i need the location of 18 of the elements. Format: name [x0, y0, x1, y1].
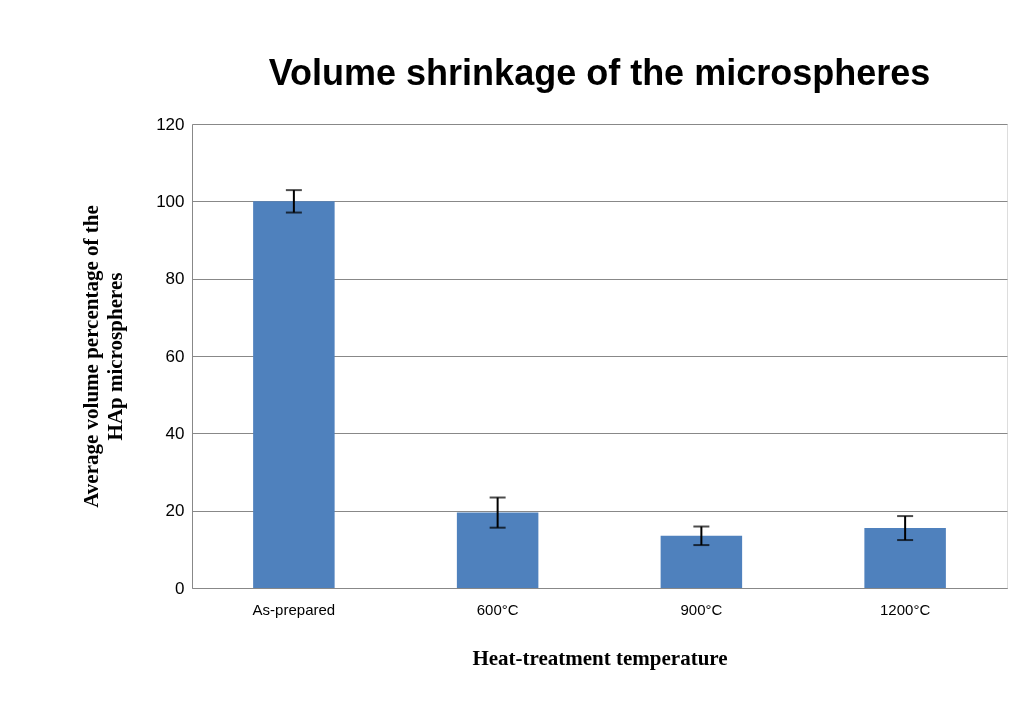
- bar: [456, 512, 539, 588]
- bar: [864, 528, 946, 588]
- x-tick-label: 600°C: [476, 600, 519, 618]
- y-axis-title: Average volume percentage of the HAp microspheres: [79, 205, 128, 508]
- x-axis-title: Heat-treatment temperature: [472, 645, 728, 670]
- x-tick-label: 1200°C: [880, 600, 931, 618]
- chart-title: Volume shrinkage of the microspheres: [268, 52, 931, 93]
- x-tick-label: As-prepared: [252, 600, 336, 618]
- y-tick-label: 40: [165, 423, 185, 443]
- y-tick-label: 80: [165, 269, 185, 289]
- y-tick-label: 60: [165, 346, 185, 366]
- y-tick-label: 120: [156, 114, 185, 134]
- x-tick-label: 900°C: [680, 600, 723, 618]
- bar: [253, 201, 335, 588]
- y-tick-label: 100: [156, 191, 185, 211]
- y-tick-label: 0: [175, 578, 185, 598]
- bar: [660, 535, 743, 588]
- y-tick-label: 20: [165, 501, 185, 521]
